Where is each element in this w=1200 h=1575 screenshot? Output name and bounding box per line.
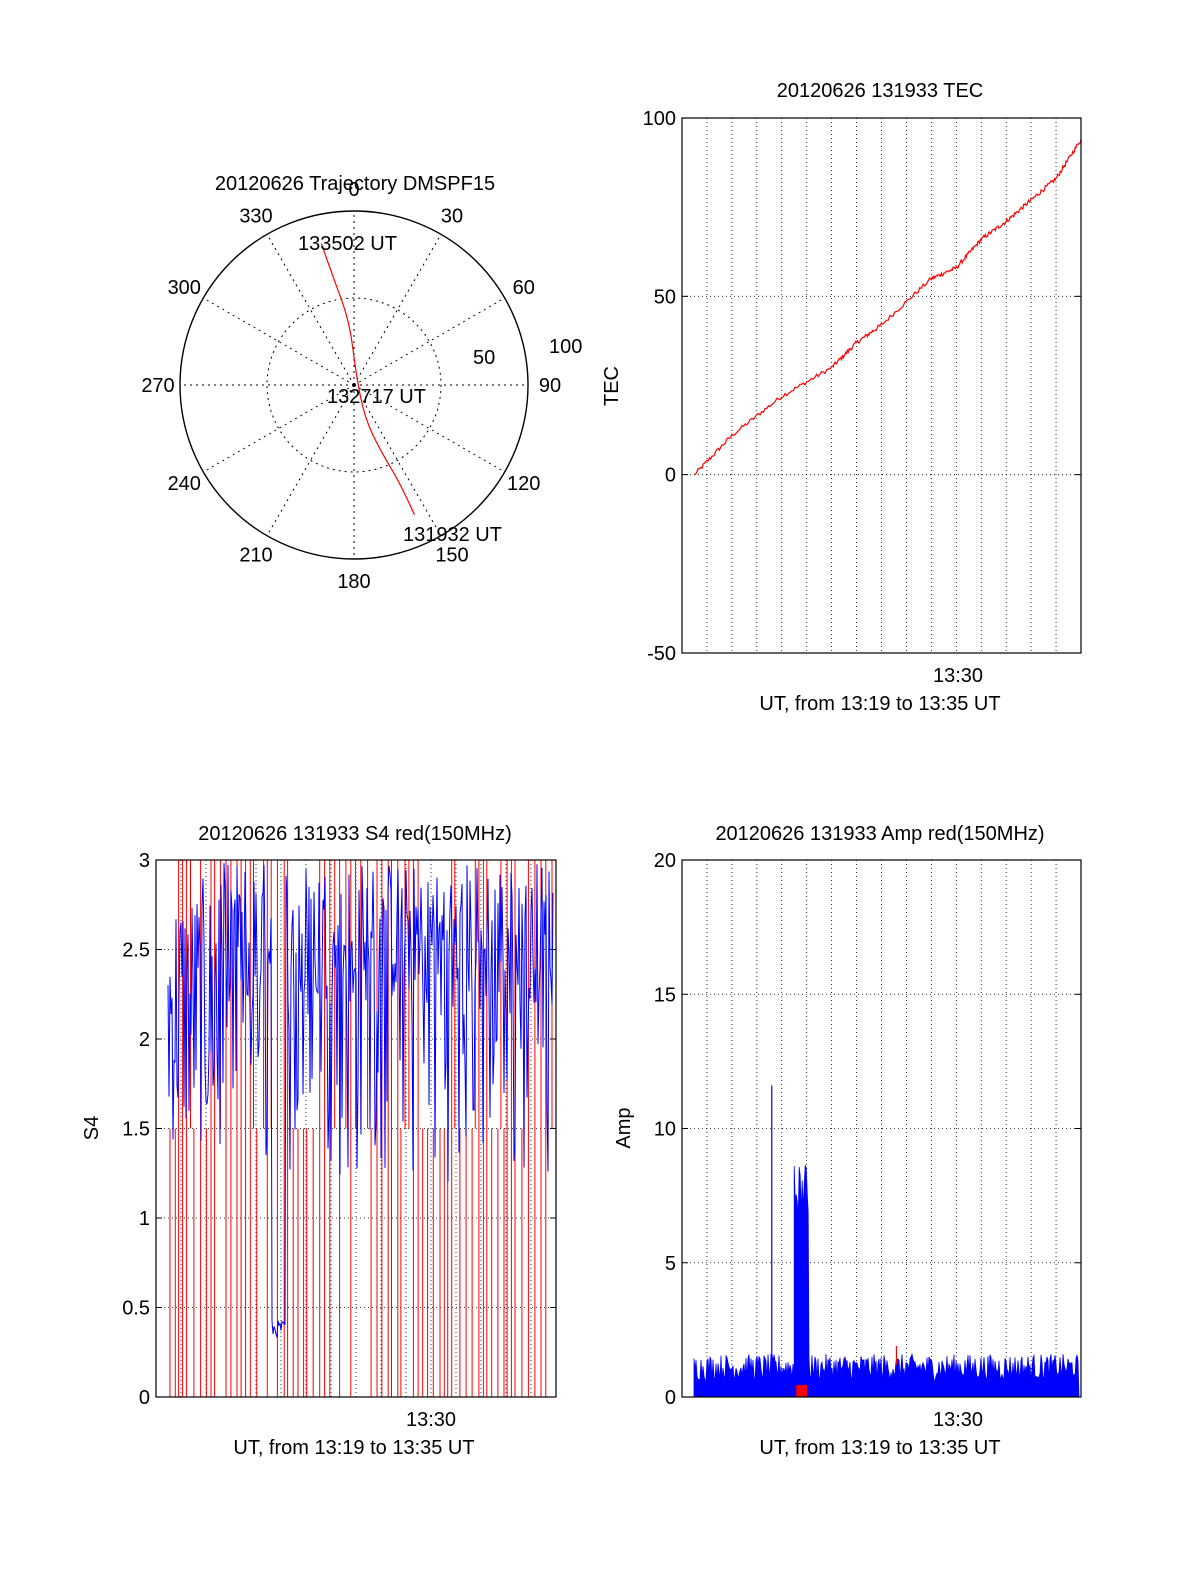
s4-series-blue — [167, 863, 554, 1338]
trajectory-title: 20120626 Trajectory DMSPF15 — [215, 173, 495, 195]
tec-x-axis-label: UT, from 13:19 to 13:35 UT — [759, 693, 1000, 715]
y-tick-label: 10 — [654, 1119, 676, 1141]
polar-azimuth-label: 240 — [168, 473, 201, 495]
trajectory-annotation-mid: 132717 UT — [327, 386, 426, 408]
polar-azimuth-label: 180 — [337, 571, 370, 593]
polar-grid — [179, 210, 529, 560]
polar-azimuth-label: 60 — [513, 277, 535, 299]
s4-y-tick-labels: 0 0.5 1 1.5 2 2.5 3 — [122, 850, 150, 1409]
y-tick-label: 20 — [654, 850, 676, 872]
amp-y-axis-label: Amp — [613, 1107, 635, 1148]
y-tick-label: 0 — [665, 1387, 676, 1409]
polar-spoke — [353, 234, 442, 386]
polar-azimuth-label: 120 — [507, 473, 540, 495]
amp-blue-burst — [793, 1165, 810, 1398]
trajectory-annotation-start: 131932 UT — [403, 524, 502, 546]
polar-outer-ring — [179, 210, 529, 560]
polar-azimuth-label: 210 — [239, 545, 272, 567]
amp-plot-frame — [681, 859, 1082, 1398]
trajectory-annotation-end: 133502 UT — [298, 233, 397, 255]
tec-x-tick-label: 13:30 — [933, 665, 983, 687]
s4-plot-frame — [155, 859, 557, 1398]
y-tick-label: 15 — [654, 984, 676, 1006]
y-tick-label: -50 — [647, 643, 676, 665]
polar-azimuth-label: 330 — [239, 205, 272, 227]
y-tick-label: 1.5 — [122, 1119, 150, 1141]
polar-azimuth-label: 90 — [539, 375, 561, 397]
polar-ring-label-100: 100 — [549, 336, 582, 358]
s4-panel: 20120626 131933 S4 red(150MHz) 0 0.5 1 1.5 2… — [81, 823, 557, 1459]
s4-x-tick-label: 13:30 — [406, 1409, 456, 1431]
y-tick-label: 2 — [139, 1029, 150, 1051]
polar-spoke — [203, 384, 355, 473]
amp-x-tick-label: 13:30 — [933, 1409, 983, 1431]
amp-series-red — [796, 1345, 898, 1397]
trajectory-series-line — [320, 243, 416, 515]
amp-title: 20120626 131933 Amp red(150MHz) — [715, 823, 1044, 845]
tec-plot-frame — [681, 117, 1082, 654]
s4-y-axis-label: S4 — [81, 1116, 103, 1140]
polar-spoke — [353, 384, 442, 536]
trajectory-panel: 20120626 Trajectory DMSPF15 0 30 60 90 120 15… — [141, 173, 582, 593]
y-tick-label: 1 — [139, 1208, 150, 1230]
y-tick-label: 0 — [139, 1387, 150, 1409]
y-tick-label: 3 — [139, 850, 150, 872]
polar-azimuth-label: 150 — [435, 545, 468, 567]
y-tick-label: 0 — [665, 465, 676, 487]
polar-spoke — [353, 384, 505, 473]
y-tick-label: 0.5 — [122, 1298, 150, 1320]
tec-series-line — [694, 139, 1082, 475]
polar-azimuth-label: 270 — [141, 375, 174, 397]
tec-title: 20120626 131933 TEC — [777, 80, 983, 102]
polar-spoke — [266, 234, 355, 386]
polar-azimuth-label: 300 — [168, 277, 201, 299]
y-tick-label: 100 — [643, 108, 676, 130]
polar-spoke — [353, 297, 505, 386]
amp-grid — [682, 859, 1081, 1398]
amp-series-blue — [693, 1085, 1080, 1398]
amp-blue-noise — [693, 1352, 1080, 1398]
amp-panel: 20120626 131933 Amp red(150MHz) 0 5 10 15 20… — [613, 823, 1082, 1459]
s4-x-axis-label: UT, from 13:19 to 13:35 UT — [233, 1437, 474, 1459]
amp-red-block — [796, 1384, 808, 1397]
polar-azimuth-label: 30 — [441, 205, 463, 227]
amp-x-axis-label: UT, from 13:19 to 13:35 UT — [759, 1437, 1000, 1459]
y-tick-label: 5 — [665, 1253, 676, 1275]
amp-y-tick-labels: 0 5 10 15 20 — [654, 850, 676, 1409]
tec-panel: 20120626 131933 TEC -50 0 50 100 13:30 UT, … — [601, 80, 1082, 715]
polar-ring-label-50: 50 — [473, 347, 495, 369]
polar-azimuth-label: 0 — [348, 179, 359, 201]
polar-spoke — [203, 297, 355, 386]
polar-spoke — [266, 384, 355, 536]
tec-y-tick-labels: -50 0 50 100 — [643, 108, 676, 665]
polar-azimuth-labels: 0 30 60 90 120 150 180 210 240 270 300 330 — [141, 179, 561, 593]
polar-inner-ring — [266, 297, 442, 473]
tec-y-axis-label: TEC — [601, 366, 623, 406]
s4-series-red — [169, 860, 553, 1397]
s4-title: 20120626 131933 S4 red(150MHz) — [198, 823, 512, 845]
y-tick-label: 2.5 — [122, 940, 150, 962]
y-tick-label: 50 — [654, 286, 676, 308]
